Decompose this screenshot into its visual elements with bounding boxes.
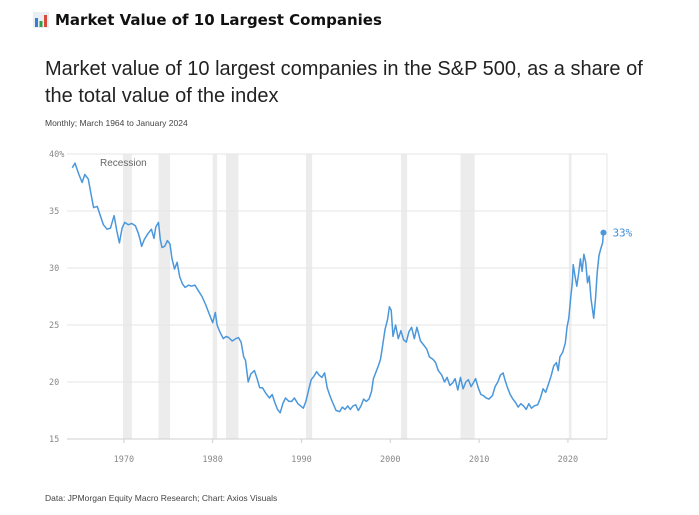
y-tick-label: 30 [49,264,59,274]
recession-band [158,154,171,439]
y-tick-label: 15 [49,435,59,445]
recession-band [122,154,132,439]
source-note: Data: JPMorgan Equity Macro Research; Ch… [45,493,278,503]
recession-band [305,154,313,439]
end-value-label: 33% [612,227,632,240]
bar-chart-icon [33,12,49,28]
recession-band [225,154,239,439]
recession-label: Recession [100,158,147,169]
y-tick-label: 25 [49,321,59,331]
x-tick-label: 1990 [291,455,311,465]
page-header: Market Value of 10 Largest Companies [33,9,382,31]
recession-band [212,154,218,439]
y-axis-ticks: 15 20 25 30 35 40% [49,150,64,445]
x-axis-ticks: 1970 1980 1990 2000 2010 2020 [114,439,578,465]
x-tick-label: 2020 [558,455,578,465]
x-tick-label: 2010 [469,455,489,465]
chart-title: Market value of 10 largest companies in … [45,58,643,107]
y-tick-label: 35 [49,207,59,217]
x-tick-label: 1980 [202,455,222,465]
grid-lines [67,153,608,440]
x-tick-label: 2000 [380,455,400,465]
page-heading: Market Value of 10 Largest Companies [55,11,382,29]
y-tick-label: 40% [49,150,64,160]
x-tick-label: 1970 [114,455,134,465]
end-point [600,229,607,236]
y-tick-label: 20 [49,378,59,388]
recession-band [400,154,408,439]
recession-band [460,154,475,439]
series-line [71,162,605,414]
chart-subtitle: Monthly; March 1964 to January 2024 [45,118,188,128]
recession-bands [122,154,572,439]
